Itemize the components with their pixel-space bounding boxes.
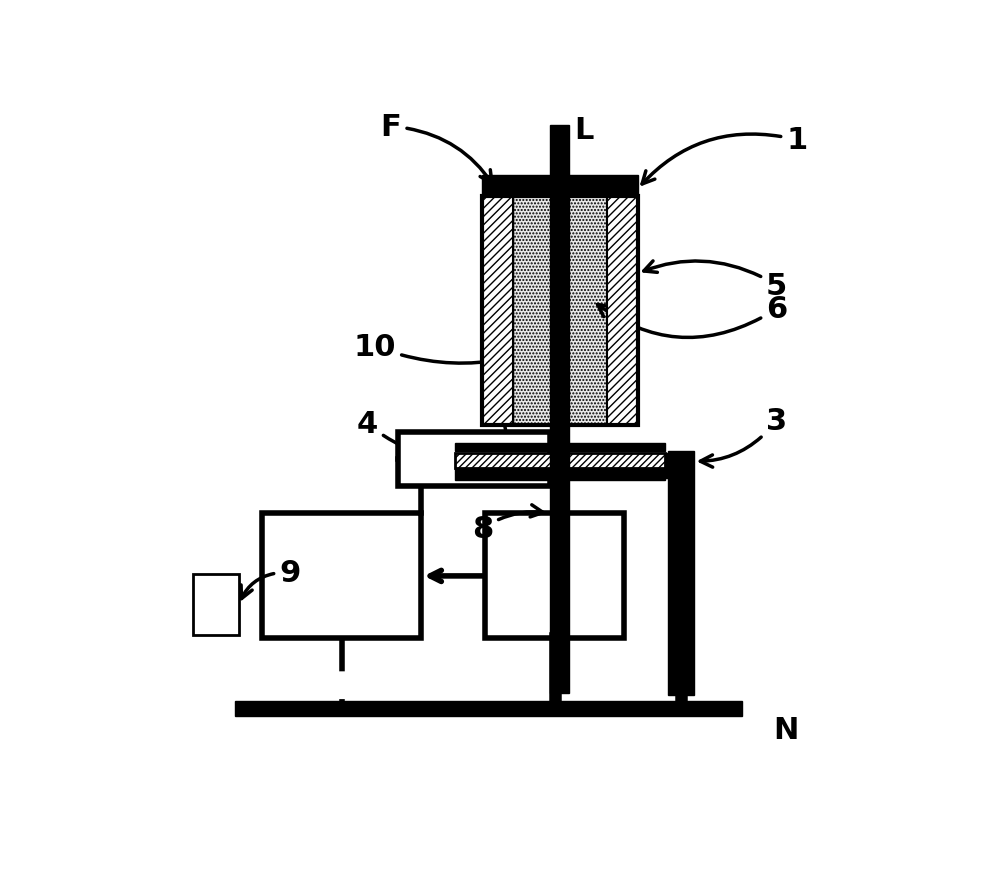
Bar — [550, 125, 569, 693]
Bar — [455, 470, 665, 480]
Text: N: N — [774, 716, 799, 745]
Bar — [262, 514, 421, 638]
Bar — [482, 196, 638, 426]
Bar — [638, 453, 668, 479]
Bar — [668, 452, 694, 695]
Text: 4: 4 — [357, 410, 479, 469]
Bar — [482, 176, 638, 196]
Bar — [561, 196, 607, 426]
Text: 9: 9 — [241, 559, 301, 599]
Text: 5: 5 — [644, 261, 787, 300]
Bar — [398, 432, 550, 487]
Bar — [482, 196, 512, 426]
Bar — [607, 196, 638, 426]
Text: 10: 10 — [354, 332, 503, 368]
Bar — [512, 196, 561, 426]
Bar — [455, 444, 665, 452]
Bar — [235, 702, 742, 717]
Text: 8: 8 — [472, 505, 543, 544]
Bar — [485, 514, 624, 638]
Text: 2: 2 — [485, 389, 510, 466]
Text: 6: 6 — [598, 295, 787, 338]
Text: 3: 3 — [700, 406, 787, 467]
Text: L: L — [574, 116, 593, 145]
Bar — [193, 574, 239, 635]
Bar — [455, 453, 665, 468]
Text: 1: 1 — [642, 126, 808, 185]
Text: F: F — [381, 112, 492, 184]
